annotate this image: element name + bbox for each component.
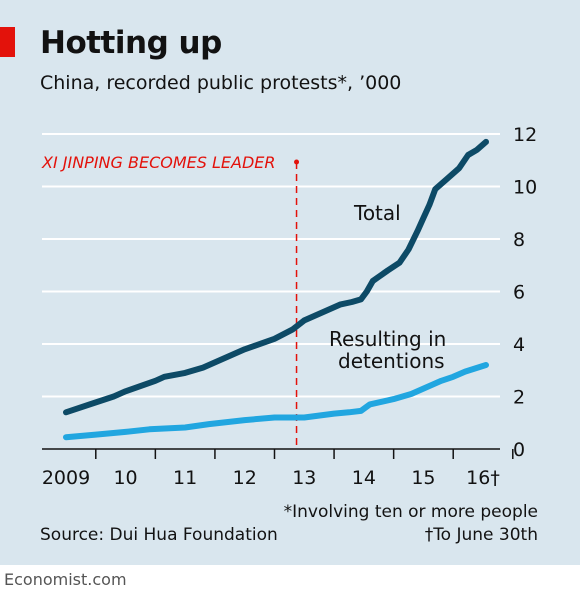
series-lines [63, 138, 489, 441]
y-tick-label-6: 6 [513, 282, 525, 304]
y-tick-label-8: 8 [513, 229, 525, 251]
x-tick-label-12: 12 [233, 467, 257, 489]
y-tick-label-10: 10 [513, 177, 537, 199]
series-labels: Total Resulting in detentions [329, 201, 446, 373]
x-tick-label-10: 10 [113, 467, 137, 489]
y-axis-tick-labels: 0 2 4 6 8 10 12 [513, 124, 537, 461]
y-tick-label-2: 2 [513, 387, 525, 409]
series-label-total: Total [353, 201, 401, 225]
x-tick-label-16†: 16† [466, 467, 500, 489]
x-tick-label-11: 11 [173, 467, 197, 489]
gridlines [42, 133, 500, 398]
footnote-june: †To June 30th [424, 525, 538, 545]
footnote-involving: *Involving ten or more people [283, 502, 538, 522]
x-tick-label-13: 13 [292, 467, 316, 489]
line-chart: 0 2 4 6 8 10 12 XI JINPING BECOMES LEADER 2009… [41, 124, 537, 489]
series-label-detentions-line2: detentions [338, 349, 445, 373]
brand-red-tab [0, 27, 15, 57]
x-tick-label-15: 15 [411, 467, 435, 489]
x-tick-label-14: 14 [352, 467, 376, 489]
leader-annotation: XI JINPING BECOMES LEADER [41, 153, 300, 449]
annotation-label: XI JINPING BECOMES LEADER [41, 153, 276, 172]
series-label-detentions-line1: Resulting in [329, 327, 446, 351]
brand-label: Economist.com [4, 570, 127, 589]
source-note: Source: Dui Hua Foundation [40, 525, 278, 545]
x-tick-label-2009: 2009 [42, 467, 90, 489]
series-line-total [63, 138, 489, 416]
annotation-dot [294, 159, 300, 165]
x-axis: 2009 10 11 12 13 14 15 16† [42, 448, 514, 489]
series-line-detentions [63, 362, 489, 441]
y-tick-label-12: 12 [513, 124, 537, 146]
chart-title: Hotting up [40, 25, 222, 61]
y-tick-label-4: 4 [513, 334, 525, 356]
chart-panel [0, 0, 580, 565]
y-tick-label-0: 0 [513, 439, 525, 461]
chart-subtitle: China, recorded public protests*, ’000 [40, 72, 402, 94]
